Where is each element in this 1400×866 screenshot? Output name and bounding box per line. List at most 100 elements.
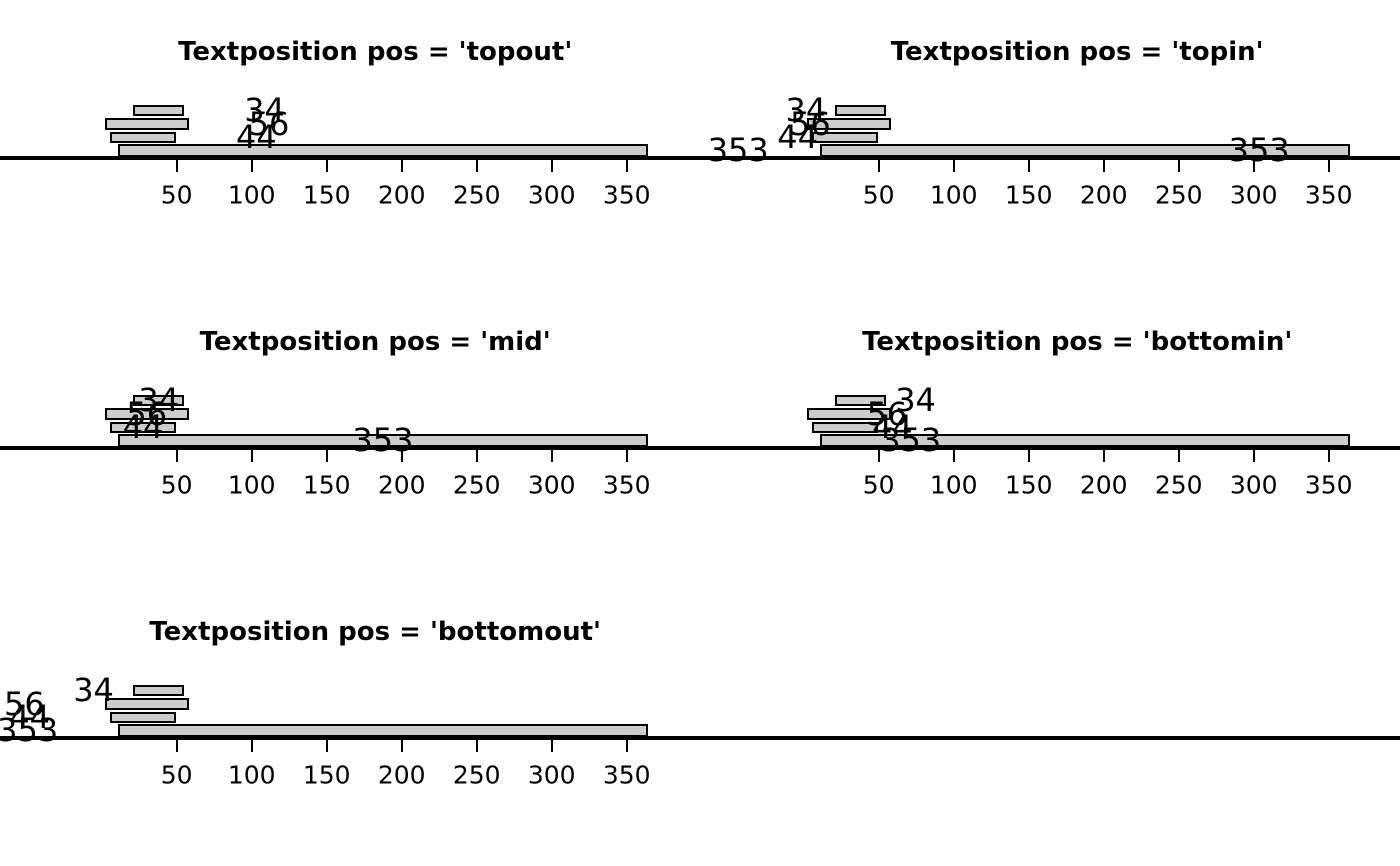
x-tick [1327,449,1330,462]
x-tick-label: 150 [302,760,351,789]
x-tick-label: 200 [1079,180,1128,209]
x-tick-label: 150 [1004,470,1053,499]
x-tick [475,449,478,462]
x-tick [1027,159,1030,172]
subplot-title: Textposition pos = 'topout' [178,36,573,67]
bar [820,144,1350,157]
x-tick-label: 350 [1304,470,1353,499]
x-tick [625,159,628,172]
bar-label: 353 [707,131,769,170]
x-tick [400,739,403,752]
x-tick-label: 150 [1004,180,1053,209]
subplot-title: Textposition pos = 'topin' [890,36,1264,67]
bar [109,711,176,723]
x-tick-label: 350 [602,180,651,209]
subplot-title: Textposition pos = 'bottomout' [149,616,601,647]
bar-label: 44 [777,118,818,157]
x-tick-label: 300 [527,470,576,499]
bar-label: 56 [248,104,290,143]
bar [835,394,887,406]
x-tick [325,739,328,752]
subplot-title: Textposition pos = 'bottomin' [862,326,1293,357]
x-axis-spine [0,445,1400,450]
x-tick-label: 300 [527,760,576,789]
bar [806,118,891,130]
x-tick-label: 350 [602,760,651,789]
x-tick-label: 100 [227,180,276,209]
bar-label: 353 [352,421,414,460]
x-tick-label: 100 [227,470,276,499]
x-tick-label: 200 [377,760,426,789]
x-tick-label: 50 [862,470,895,499]
x-tick [250,449,253,462]
x-axis-spine [0,735,1400,740]
bar [104,408,189,420]
bar-label: 56 [126,394,168,433]
x-tick [1102,159,1105,172]
x-tick [175,159,178,172]
bar [133,394,185,406]
bar-label: 44 [122,408,164,447]
bar-label: 56 [789,104,831,143]
x-tick [325,159,328,172]
x-tick-label: 50 [160,760,193,789]
x-tick [625,739,628,752]
bar [835,104,887,116]
bar-label: 56 [3,684,45,723]
x-tick-label: 250 [452,180,501,209]
x-tick [400,159,403,172]
subplot-title: Textposition pos = 'mid' [199,326,551,357]
x-tick-label: 50 [160,180,193,209]
bar-label: 44 [871,408,913,447]
x-tick [250,739,253,752]
x-tick [1177,159,1180,172]
x-tick-label: 250 [452,470,501,499]
bar [109,131,176,143]
x-tick-label: 250 [1154,470,1203,499]
bar-label: 353 [1228,131,1290,170]
bar [118,434,648,447]
bar [811,131,878,143]
bar-label: 34 [138,381,180,420]
x-tick [952,159,955,172]
bar [118,724,648,737]
bar [133,104,185,116]
x-tick-label: 100 [929,180,978,209]
x-tick [1102,449,1105,462]
x-tick [625,449,628,462]
bar [104,118,189,130]
x-tick [1177,449,1180,462]
x-tick [877,159,880,172]
bar-label: 353 [0,711,59,750]
bar-label: 34 [895,381,936,420]
x-tick-label: 200 [1079,470,1128,499]
bar-label: 34 [785,91,827,130]
x-tick [475,159,478,172]
bar [820,434,1350,447]
x-tick [1027,449,1030,462]
x-tick [550,159,553,172]
x-tick-label: 350 [602,470,651,499]
x-tick [550,739,553,752]
x-tick-label: 100 [227,760,276,789]
bar [118,144,648,157]
bar [806,408,891,420]
x-tick [175,449,178,462]
x-tick-label: 50 [160,470,193,499]
x-tick [325,449,328,462]
bar-label: 44 [9,698,50,737]
x-tick-label: 200 [377,180,426,209]
x-tick [475,739,478,752]
x-tick-label: 250 [452,760,501,789]
x-tick-label: 50 [862,180,895,209]
x-tick [877,449,880,462]
x-tick-label: 250 [1154,180,1203,209]
x-axis-spine [0,155,1400,160]
x-tick-label: 100 [929,470,978,499]
